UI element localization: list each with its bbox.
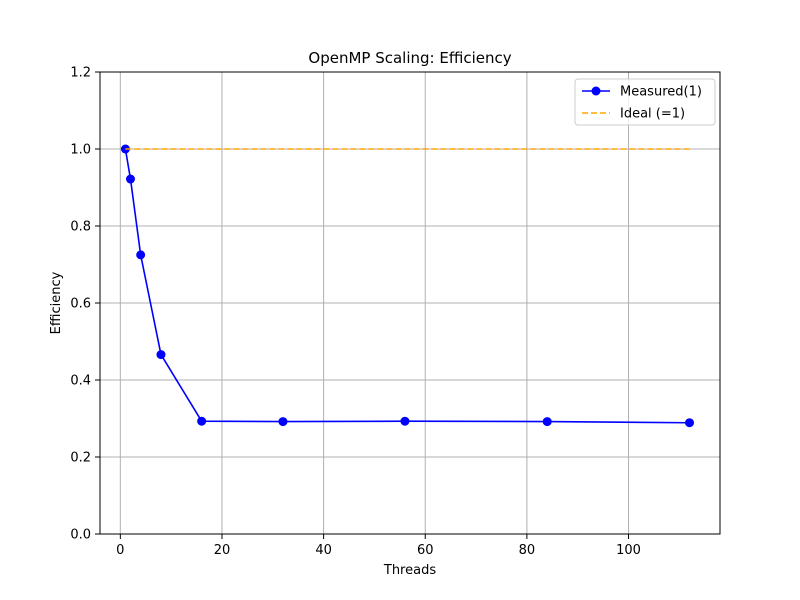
- y-tick-label: 0.2: [70, 451, 91, 466]
- x-tick-label: 100: [616, 543, 641, 558]
- legend-label-0: Measured(1): [620, 85, 702, 100]
- y-axis-label: Efficiency: [49, 271, 64, 334]
- legend-label-1: Ideal (=1): [620, 107, 685, 122]
- x-axis-label: Threads: [383, 563, 436, 578]
- x-tick-label: 80: [519, 543, 536, 558]
- x-tick-label: 0: [116, 543, 124, 558]
- data-point: [156, 350, 166, 360]
- y-tick-label: 0.8: [70, 220, 91, 235]
- x-tick-label: 60: [417, 543, 434, 558]
- series-layer: [120, 144, 695, 428]
- data-point: [197, 416, 207, 426]
- data-point: [278, 417, 288, 427]
- x-tick-label: 40: [315, 543, 332, 558]
- data-point: [125, 174, 135, 184]
- data-point: [400, 416, 410, 426]
- y-tick-label: 0.0: [70, 528, 91, 543]
- data-point: [136, 250, 146, 260]
- x-tick-label: 20: [214, 543, 231, 558]
- y-tick-label: 1.2: [70, 66, 91, 81]
- y-tick-label: 0.6: [70, 297, 91, 312]
- y-tick-label: 0.4: [70, 374, 91, 389]
- ticks: 0 20 40 60 80 100 0.0 0.2 0.4 0.6 0.8 1.0 1.2: [70, 66, 641, 559]
- chart-title: OpenMP Scaling: Efficiency: [308, 49, 511, 67]
- data-point: [685, 418, 695, 428]
- y-tick-label: 1.0: [70, 143, 91, 158]
- data-point: [542, 417, 552, 427]
- data-point: [120, 144, 130, 154]
- legend-marker-0: [591, 86, 601, 96]
- legend: Measured(1) Ideal (=1): [574, 78, 716, 126]
